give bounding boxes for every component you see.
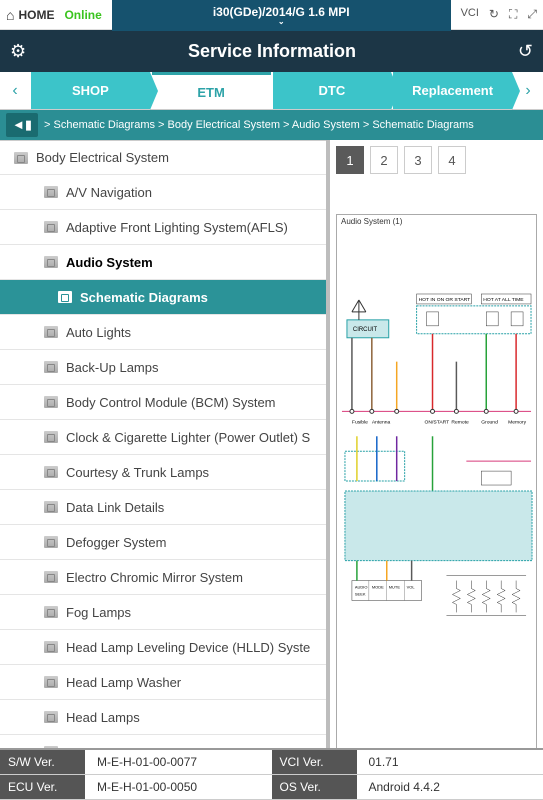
page-3[interactable]: 3 — [404, 146, 432, 174]
tabs-bar: ‹ SHOPETMDTCReplacement › — [0, 72, 543, 110]
sw-ver-value: M-E-H-01-00-0077 — [85, 750, 272, 774]
tree-item[interactable]: Body Control Module (BCM) System — [0, 385, 326, 420]
page-1[interactable]: 1 — [336, 146, 364, 174]
doc-icon — [58, 291, 72, 303]
tree-item[interactable]: Defogger System — [0, 525, 326, 560]
tree-item[interactable]: Electro Chromic Mirror System — [0, 560, 326, 595]
home-icon[interactable]: ⌂ — [6, 7, 14, 23]
svg-text:ON/START: ON/START — [425, 419, 450, 425]
svg-text:Ground: Ground — [481, 419, 498, 425]
doc-icon — [44, 186, 58, 198]
tab-replacement[interactable]: Replacement — [393, 72, 512, 109]
refresh-icon[interactable]: ↻ — [489, 7, 499, 22]
vehicle-title[interactable]: i30(GDe)/2014/G 1.6 MPI ⌄ — [112, 0, 451, 31]
doc-icon — [44, 466, 58, 478]
top-right-icons: VCI ↻ ⛶ ⤢ — [461, 7, 537, 22]
svg-text:HOT IN ON OR START: HOT IN ON OR START — [419, 297, 471, 303]
doc-icon — [44, 256, 58, 268]
vci-ver-value: 01.71 — [357, 750, 543, 774]
svg-text:Memory: Memory — [508, 419, 526, 425]
home-label[interactable]: HOME — [18, 8, 54, 22]
footer: S/W Ver. M-E-H-01-00-0077 VCI Ver. 01.71… — [0, 748, 543, 800]
doc-icon — [44, 606, 58, 618]
top-bar: ⌂ HOME Online i30(GDe)/2014/G 1.6 MPI ⌄ … — [0, 0, 543, 30]
breadcrumb-path[interactable]: > Schematic Diagrams > Body Electrical S… — [44, 119, 474, 131]
os-ver-value: Android 4.4.2 — [357, 775, 543, 799]
doc-icon — [44, 396, 58, 408]
svg-text:HOT AT ALL TIME: HOT AT ALL TIME — [483, 297, 524, 303]
ecu-ver-value: M-E-H-01-00-0050 — [85, 775, 272, 799]
vci-label: VCI — [461, 7, 479, 22]
vci-ver-label: VCI Ver. — [272, 750, 357, 774]
diagram-title: Audio System (1) — [341, 217, 402, 226]
schematic-diagram[interactable]: Audio System (1) HOT IN ON OR START HOT … — [336, 214, 537, 768]
sw-ver-label: S/W Ver. — [0, 750, 85, 774]
reload-icon[interactable]: ↺ — [518, 41, 533, 62]
capture-icon[interactable]: ⛶ — [509, 7, 517, 22]
page-title: Service Information — [26, 41, 518, 62]
doc-icon — [44, 361, 58, 373]
status-label: Online — [64, 8, 101, 22]
doc-icon — [44, 326, 58, 338]
tree-root[interactable]: Body Electrical System — [0, 140, 326, 175]
page-2[interactable]: 2 — [370, 146, 398, 174]
tab-shop[interactable]: SHOP — [31, 72, 150, 109]
tab-dtc[interactable]: DTC — [273, 72, 392, 109]
doc-icon — [44, 501, 58, 513]
doc-icon — [44, 431, 58, 443]
tree-item[interactable]: Clock & Cigarette Lighter (Power Outlet)… — [0, 420, 326, 455]
tree-subitem-selected[interactable]: Schematic Diagrams — [0, 280, 326, 315]
expand-icon[interactable]: ⤢ — [527, 7, 537, 22]
tree-item[interactable]: Auto Lights — [0, 315, 326, 350]
breadcrumb: ◄▮ > Schematic Diagrams > Body Electrica… — [0, 110, 543, 140]
tree-item[interactable]: Back-Up Lamps — [0, 350, 326, 385]
title-bar: ⚙ Service Information ↺ — [0, 30, 543, 72]
folder-icon — [14, 152, 28, 164]
tree-item[interactable]: Courtesy & Trunk Lamps — [0, 455, 326, 490]
svg-text:CIRCUIT: CIRCUIT — [353, 327, 378, 333]
tab-prev[interactable]: ‹ — [0, 72, 30, 109]
content-area: Body Electrical System A/V NavigationAda… — [0, 140, 543, 774]
pagination: 1234 — [336, 146, 537, 174]
svg-text:AUDIO: AUDIO — [355, 585, 368, 590]
doc-icon — [44, 221, 58, 233]
svg-text:Antenna: Antenna — [372, 419, 391, 425]
tree-panel[interactable]: Body Electrical System A/V NavigationAda… — [0, 140, 330, 774]
tree-item[interactable]: Adaptive Front Lighting System(AFLS) — [0, 210, 326, 245]
tree-item[interactable]: Audio System — [0, 245, 326, 280]
doc-icon — [44, 536, 58, 548]
tree-item[interactable]: Head Lamp Leveling Device (HLLD) Syste — [0, 630, 326, 665]
svg-text:Remote: Remote — [451, 419, 469, 425]
ecu-ver-label: ECU Ver. — [0, 775, 85, 799]
tab-etm[interactable]: ETM — [152, 72, 271, 109]
gear-icon[interactable]: ⚙ — [10, 41, 26, 62]
tree-item[interactable]: Head Lamps — [0, 700, 326, 735]
diagram-panel: 1234 Audio System (1) HOT IN ON OR START… — [330, 140, 543, 774]
page-4[interactable]: 4 — [438, 146, 466, 174]
svg-text:VOL: VOL — [407, 585, 416, 590]
tree-item[interactable]: Fog Lamps — [0, 595, 326, 630]
svg-text:Fusible: Fusible — [352, 419, 368, 425]
tree-item[interactable]: Head Lamp Washer — [0, 665, 326, 700]
os-ver-label: OS Ver. — [272, 775, 357, 799]
back-button[interactable]: ◄▮ — [6, 113, 38, 137]
svg-text:MUTE: MUTE — [389, 585, 401, 590]
tree-item[interactable]: A/V Navigation — [0, 175, 326, 210]
doc-icon — [44, 571, 58, 583]
svg-text:MODE: MODE — [372, 585, 384, 590]
doc-icon — [44, 676, 58, 688]
svg-text:SEEK: SEEK — [355, 591, 366, 596]
doc-icon — [44, 711, 58, 723]
tree-item[interactable]: Data Link Details — [0, 490, 326, 525]
doc-icon — [44, 641, 58, 653]
